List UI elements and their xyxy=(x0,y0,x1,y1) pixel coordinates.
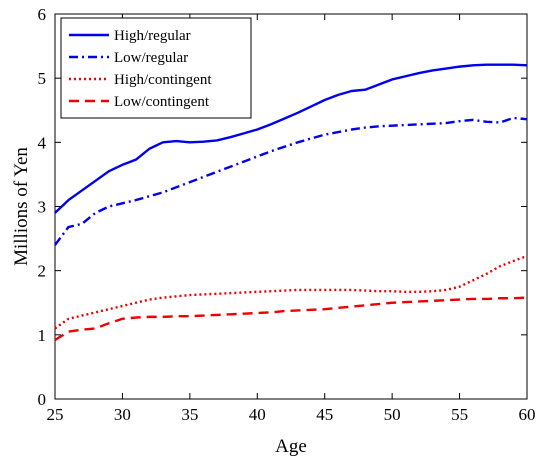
x-tick-label: 30 xyxy=(114,405,131,424)
legend-label: Low/regular xyxy=(114,50,188,66)
series-line-high-regular xyxy=(54,63,528,214)
x-tick-label: 40 xyxy=(249,405,266,424)
series-line-low-contingent xyxy=(54,296,528,341)
x-tick-label: 55 xyxy=(451,405,468,424)
x-tick-label: 60 xyxy=(519,405,536,424)
series-layer xyxy=(54,63,528,341)
x-axis-label: Age xyxy=(275,436,307,457)
x-tick-label: 50 xyxy=(384,405,401,424)
x-tick-label: 25 xyxy=(47,405,64,424)
y-tick-label: 0 xyxy=(38,390,47,409)
y-axis-label: Millions of Yen xyxy=(11,147,32,266)
legend: High/regular Low/regular High/contingent Lo… xyxy=(60,17,252,119)
series-line-low-regular xyxy=(54,116,528,246)
x-tick-label: 45 xyxy=(316,405,333,424)
y-tick-label: 2 xyxy=(38,262,47,281)
x-tick-label: 35 xyxy=(181,405,198,424)
legend-label: High/regular xyxy=(114,28,191,44)
legend-label: Low/contingent xyxy=(114,94,210,110)
y-tick-label: 3 xyxy=(38,198,47,217)
series-line-high-contingent xyxy=(54,254,528,330)
y-tick-label: 1 xyxy=(38,326,47,345)
legend-label: High/contingent xyxy=(114,72,212,88)
y-tick-label: 6 xyxy=(38,5,47,24)
y-tick-label: 4 xyxy=(38,133,47,152)
y-tick-label: 5 xyxy=(38,69,47,88)
